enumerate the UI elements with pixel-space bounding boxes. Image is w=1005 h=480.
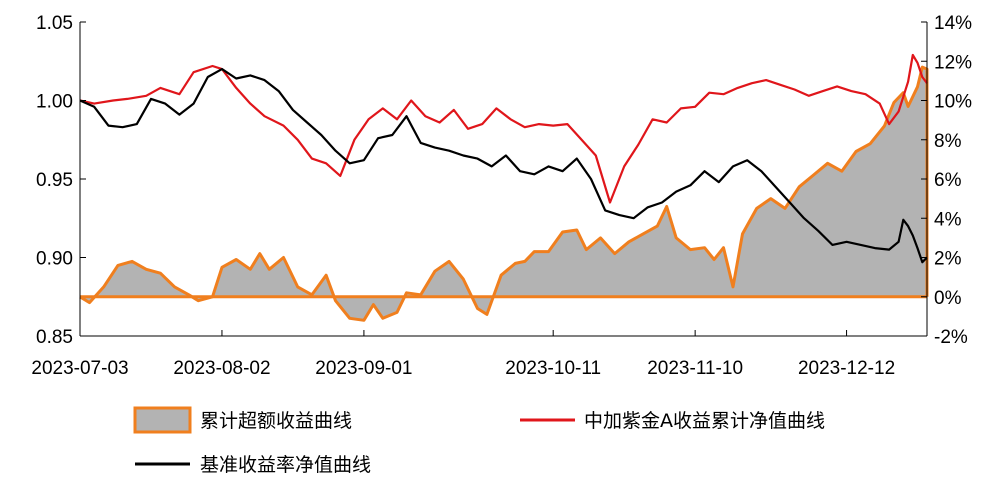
axes-layer: 0.85 0.90 0.95 1.00 1.05 -2% 0% 2% 4% 6% 8% 10% 12% 1…	[31, 13, 972, 379]
x-tick-label: 2023-08-02	[173, 358, 270, 379]
line-layer	[79, 53, 928, 264]
area-layer	[79, 65, 929, 322]
legend-swatch-excess-return	[133, 406, 192, 434]
y-right-tick-label: 6%	[934, 170, 962, 191]
x-tick-label: 2023-10-11	[505, 358, 601, 379]
area-excess-return-fill	[80, 67, 927, 321]
y-left-tick-label: 1.00	[36, 92, 73, 113]
line-benchmark-nav	[79, 68, 928, 264]
y-right-tick-label: 4%	[934, 209, 962, 230]
legend-label-fund: 中加紫金A收益累计净值曲线	[584, 410, 825, 432]
y-left-tick-label: 0.95	[36, 170, 73, 191]
y-right-tick-label: 12%	[934, 52, 972, 73]
area-excess-return-edge	[79, 65, 929, 322]
y-right-tick-label: 10%	[934, 92, 972, 113]
legend-label-excess-return: 累计超额收益曲线	[200, 410, 352, 432]
y-left-tick-label: 0.85	[36, 327, 73, 348]
legend: 累计超额收益曲线 中加紫金A收益累计净值曲线 基准收益率净值曲线	[133, 406, 825, 476]
y-right-tick-label: 0%	[934, 288, 962, 309]
x-tick-label: 2023-11-10	[647, 358, 743, 379]
legend-label-benchmark: 基准收益率净值曲线	[200, 454, 371, 476]
y-left-tick-label: 1.05	[36, 13, 73, 34]
y-right-tick-label: 14%	[934, 13, 972, 34]
x-tick-label: 2023-12-12	[798, 358, 895, 379]
y-left-tick-label: 0.90	[36, 249, 73, 270]
line-fund-nav	[79, 53, 928, 204]
x-tick-label: 2023-07-03	[31, 358, 128, 379]
y-right-tick-label: 2%	[934, 249, 962, 270]
x-tick-label: 2023-09-01	[315, 358, 412, 379]
y-right-tick-label: -2%	[934, 327, 968, 348]
y-right-tick-label: 8%	[934, 131, 962, 152]
